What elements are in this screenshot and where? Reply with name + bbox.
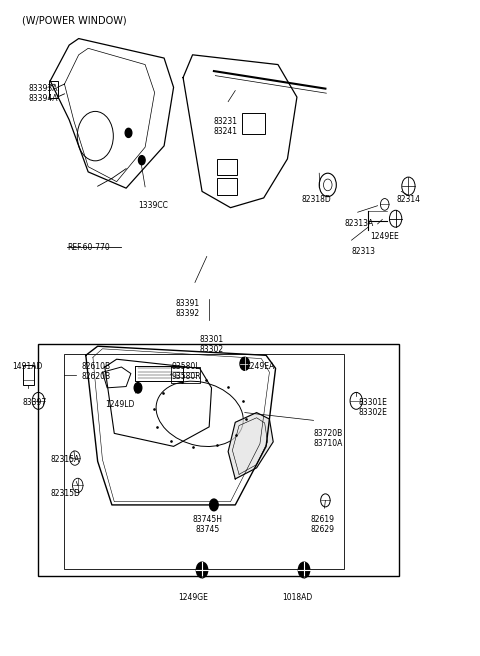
Text: 82318D: 82318D — [301, 195, 331, 203]
Bar — [242, 113, 265, 134]
Text: 83231
83241: 83231 83241 — [214, 117, 238, 136]
Bar — [217, 159, 237, 175]
Polygon shape — [228, 413, 273, 479]
Text: 83720B
83710A: 83720B 83710A — [313, 429, 343, 448]
Text: REF.60-770: REF.60-770 — [67, 243, 109, 253]
Text: 1249LD: 1249LD — [105, 400, 134, 409]
Circle shape — [196, 562, 208, 578]
Text: 1018AD: 1018AD — [283, 594, 313, 602]
Circle shape — [138, 155, 145, 165]
Text: 83301E
83302E: 83301E 83302E — [359, 398, 387, 417]
Circle shape — [240, 358, 250, 370]
Text: 82619
82629: 82619 82629 — [310, 515, 334, 534]
Text: 1249GE: 1249GE — [179, 594, 208, 602]
Text: 1249EE: 1249EE — [371, 232, 399, 241]
Text: 1491AD: 1491AD — [12, 362, 43, 371]
Circle shape — [125, 129, 132, 137]
Text: 82314: 82314 — [396, 195, 420, 203]
Circle shape — [299, 562, 310, 578]
Text: 82315D: 82315D — [50, 489, 80, 498]
Text: 93580L
93580R: 93580L 93580R — [171, 362, 201, 381]
Bar — [217, 178, 237, 195]
Text: 82313: 82313 — [351, 247, 375, 256]
Text: 83301
83302: 83301 83302 — [200, 335, 224, 354]
Circle shape — [134, 382, 142, 393]
Text: 82313A: 82313A — [344, 218, 373, 228]
Bar — [38, 344, 399, 577]
Bar — [23, 365, 34, 384]
Circle shape — [210, 499, 218, 511]
Text: 1339CC: 1339CC — [138, 201, 168, 210]
Text: 83391
83392: 83391 83392 — [176, 298, 200, 318]
Text: 83745H
83745: 83745H 83745 — [192, 515, 223, 534]
Text: 1249EA: 1249EA — [245, 362, 274, 371]
Text: 83393A
83394A: 83393A 83394A — [29, 84, 59, 104]
Text: 82610B
82620B: 82610B 82620B — [81, 362, 110, 381]
Bar — [64, 354, 344, 569]
Text: (W/POWER WINDOW): (W/POWER WINDOW) — [22, 16, 126, 26]
Bar — [49, 81, 58, 98]
Text: 82315A: 82315A — [50, 455, 80, 464]
Text: 83397: 83397 — [23, 398, 47, 407]
